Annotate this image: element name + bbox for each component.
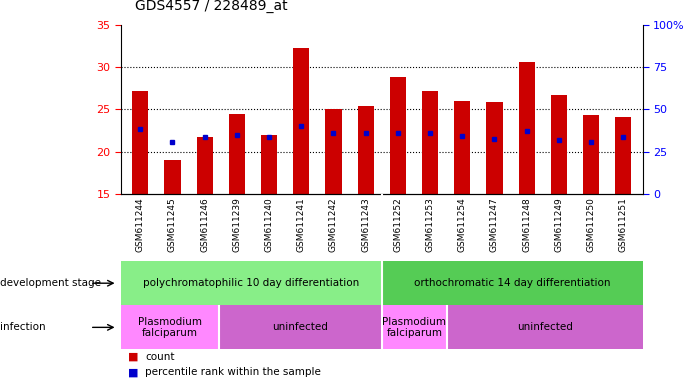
Bar: [381, 261, 643, 305]
Text: GSM611240: GSM611240: [265, 197, 274, 252]
Bar: [381, 305, 447, 349]
Bar: [121, 305, 219, 349]
Text: development stage: development stage: [0, 278, 101, 288]
Bar: [551, 95, 567, 194]
Text: uninfected: uninfected: [272, 322, 328, 333]
Bar: [164, 160, 180, 194]
Bar: [454, 101, 471, 194]
Text: infection: infection: [0, 322, 46, 333]
Text: GSM611253: GSM611253: [426, 197, 435, 252]
Text: GSM611248: GSM611248: [522, 197, 531, 252]
Bar: [519, 62, 535, 194]
Text: GSM611245: GSM611245: [168, 197, 177, 252]
Bar: [293, 48, 310, 194]
Text: GSM611246: GSM611246: [200, 197, 209, 252]
Text: GSM611244: GSM611244: [135, 197, 144, 252]
Bar: [219, 305, 381, 349]
Bar: [615, 117, 632, 194]
Text: GSM611254: GSM611254: [458, 197, 467, 252]
Text: GDS4557 / 228489_at: GDS4557 / 228489_at: [135, 0, 287, 13]
Bar: [486, 102, 502, 194]
Text: Plasmodium
falciparum: Plasmodium falciparum: [138, 316, 202, 338]
Text: GSM611250: GSM611250: [587, 197, 596, 252]
Text: percentile rank within the sample: percentile rank within the sample: [145, 367, 321, 377]
Text: GSM611239: GSM611239: [232, 197, 241, 252]
Text: polychromatophilic 10 day differentiation: polychromatophilic 10 day differentiatio…: [143, 278, 359, 288]
Text: ■: ■: [128, 367, 138, 377]
Bar: [121, 261, 381, 305]
Bar: [132, 91, 149, 194]
Text: ■: ■: [128, 352, 138, 362]
Bar: [261, 135, 277, 194]
Text: count: count: [145, 352, 175, 362]
Bar: [358, 106, 374, 194]
Bar: [447, 305, 643, 349]
Text: GSM611247: GSM611247: [490, 197, 499, 252]
Text: GSM611243: GSM611243: [361, 197, 370, 252]
Text: uninfected: uninfected: [517, 322, 573, 333]
Text: GSM611249: GSM611249: [554, 197, 563, 252]
Bar: [325, 109, 341, 194]
Text: GSM611241: GSM611241: [296, 197, 305, 252]
Bar: [422, 91, 438, 194]
Text: orthochromatic 14 day differentiation: orthochromatic 14 day differentiation: [414, 278, 610, 288]
Bar: [229, 114, 245, 194]
Bar: [583, 115, 599, 194]
Bar: [390, 77, 406, 194]
Text: GSM611242: GSM611242: [329, 197, 338, 252]
Text: GSM611251: GSM611251: [619, 197, 628, 252]
Bar: [197, 137, 213, 194]
Text: Plasmodium
falciparum: Plasmodium falciparum: [382, 316, 446, 338]
Text: GSM611252: GSM611252: [393, 197, 402, 252]
